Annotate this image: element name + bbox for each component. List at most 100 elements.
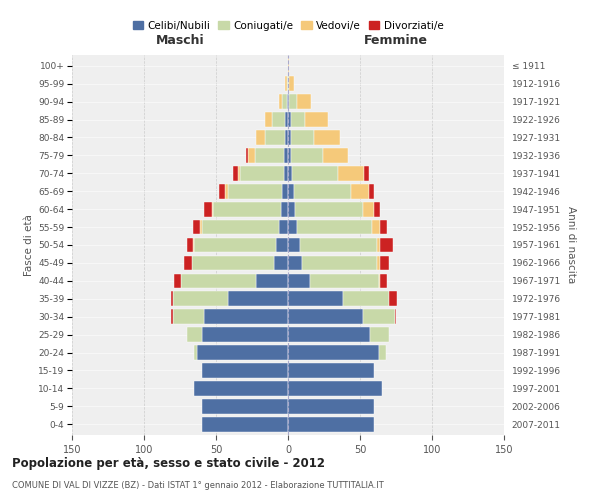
- Text: Femmine: Femmine: [364, 34, 428, 47]
- Bar: [288, 202, 295, 216]
- Bar: [288, 381, 382, 396]
- Bar: [310, 274, 379, 288]
- Bar: [380, 220, 388, 234]
- Bar: [288, 274, 310, 288]
- Bar: [292, 166, 338, 180]
- Bar: [291, 130, 314, 145]
- Bar: [288, 220, 296, 234]
- Bar: [173, 292, 227, 306]
- Bar: [284, 148, 288, 162]
- Bar: [288, 94, 289, 109]
- Bar: [202, 220, 280, 234]
- Bar: [377, 238, 380, 252]
- Bar: [227, 292, 288, 306]
- Bar: [274, 256, 288, 270]
- Bar: [172, 310, 173, 324]
- Bar: [288, 76, 289, 91]
- Bar: [248, 148, 255, 162]
- Bar: [282, 184, 288, 198]
- Bar: [241, 166, 284, 180]
- Bar: [380, 256, 389, 270]
- Bar: [352, 184, 368, 198]
- Bar: [281, 202, 288, 216]
- Bar: [305, 112, 328, 127]
- Bar: [197, 345, 288, 360]
- Bar: [288, 363, 374, 378]
- Bar: [265, 112, 272, 127]
- Bar: [296, 220, 371, 234]
- Bar: [194, 345, 197, 360]
- Bar: [285, 130, 288, 145]
- Bar: [291, 148, 323, 162]
- Bar: [379, 274, 380, 288]
- Bar: [200, 220, 202, 234]
- Bar: [288, 310, 363, 324]
- Text: Popolazione per età, sesso e stato civile - 2012: Popolazione per età, sesso e stato civil…: [12, 458, 325, 470]
- Bar: [338, 166, 364, 180]
- Bar: [272, 112, 285, 127]
- Bar: [288, 130, 291, 145]
- Bar: [202, 363, 288, 378]
- Bar: [191, 256, 274, 270]
- Text: Maschi: Maschi: [155, 34, 205, 47]
- Bar: [288, 328, 370, 342]
- Bar: [288, 58, 289, 73]
- Bar: [184, 256, 191, 270]
- Bar: [288, 417, 374, 432]
- Bar: [288, 292, 343, 306]
- Bar: [212, 202, 213, 216]
- Bar: [285, 76, 287, 91]
- Bar: [193, 238, 194, 252]
- Bar: [371, 220, 380, 234]
- Y-axis label: Anni di nascita: Anni di nascita: [566, 206, 577, 284]
- Bar: [380, 238, 393, 252]
- Bar: [291, 112, 305, 127]
- Bar: [280, 94, 282, 109]
- Bar: [363, 310, 395, 324]
- Bar: [288, 112, 291, 127]
- Bar: [205, 202, 212, 216]
- Bar: [246, 148, 248, 162]
- Bar: [282, 94, 287, 109]
- Bar: [302, 256, 377, 270]
- Bar: [202, 417, 288, 432]
- Bar: [380, 274, 388, 288]
- Bar: [255, 148, 284, 162]
- Legend: Celibi/Nubili, Coniugati/e, Vedovi/e, Divorziati/e: Celibi/Nubili, Coniugati/e, Vedovi/e, Di…: [128, 16, 448, 35]
- Bar: [343, 292, 389, 306]
- Bar: [187, 328, 202, 342]
- Bar: [379, 345, 386, 360]
- Bar: [202, 399, 288, 413]
- Bar: [172, 292, 173, 306]
- Bar: [294, 184, 352, 198]
- Bar: [174, 274, 181, 288]
- Bar: [289, 94, 296, 109]
- Bar: [288, 238, 299, 252]
- Bar: [288, 166, 292, 180]
- Bar: [288, 256, 302, 270]
- Bar: [296, 94, 311, 109]
- Bar: [238, 166, 241, 180]
- Bar: [256, 130, 265, 145]
- Bar: [395, 310, 396, 324]
- Bar: [285, 112, 288, 127]
- Bar: [224, 184, 227, 198]
- Bar: [173, 310, 205, 324]
- Bar: [181, 274, 256, 288]
- Bar: [368, 184, 374, 198]
- Bar: [205, 310, 288, 324]
- Bar: [287, 76, 288, 91]
- Y-axis label: Fasce di età: Fasce di età: [24, 214, 34, 276]
- Bar: [389, 292, 397, 306]
- Bar: [227, 184, 282, 198]
- Bar: [295, 202, 363, 216]
- Bar: [287, 94, 288, 109]
- Bar: [219, 184, 224, 198]
- Bar: [374, 202, 380, 216]
- Bar: [194, 238, 277, 252]
- Bar: [363, 202, 374, 216]
- Bar: [213, 202, 281, 216]
- Bar: [314, 130, 340, 145]
- Bar: [288, 399, 374, 413]
- Bar: [299, 238, 377, 252]
